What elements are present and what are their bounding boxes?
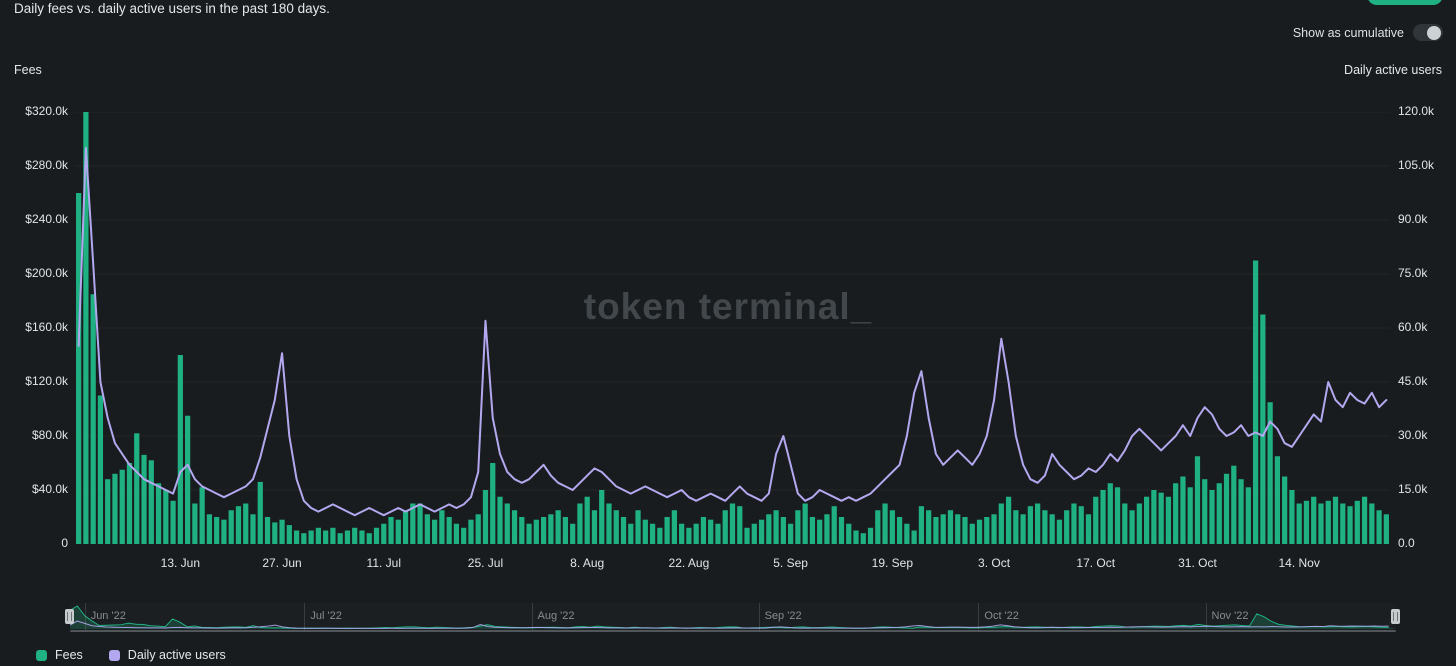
- x-axis-tick: 3. Oct: [978, 556, 1011, 570]
- x-axis-tick: 27. Jun: [262, 556, 302, 570]
- y-axis-tick: $320.0k: [25, 104, 68, 118]
- fees-swatch-icon: [36, 649, 47, 661]
- navigator-month-label: Oct '22: [984, 610, 1019, 622]
- legend: Fees Daily active users: [36, 648, 226, 662]
- y-axis-tick: 15.0k: [1398, 482, 1428, 496]
- navigator-month-separator: [84, 603, 86, 630]
- y-axis-tick: 0: [61, 536, 68, 550]
- x-axis-tick: 31. Oct: [1178, 556, 1217, 570]
- legend-item-fees[interactable]: Fees: [36, 648, 83, 662]
- y-axis-tick: $120.0k: [25, 374, 68, 388]
- top-right-button[interactable]: [1367, 0, 1443, 5]
- x-axis: 13. Jun 27. Jun 11. Jul 25. Jul 8. Aug 22. Au…: [75, 556, 1390, 572]
- x-axis-tick: 17. Oct: [1076, 556, 1116, 570]
- navigator-month-label: Jul '22: [310, 610, 342, 622]
- navigator-left-handle[interactable]: [65, 609, 74, 624]
- page-title: Daily fees vs. daily active users in the…: [14, 1, 330, 16]
- range-navigator[interactable]: Jun '22 Jul '22 Aug '22 Sep '22 Oct '22 Nov '…: [70, 603, 1396, 630]
- y-axis-tick: 120.0k: [1398, 104, 1435, 118]
- y-axis-tick: 75.0k: [1398, 266, 1428, 280]
- grip-icon: [1393, 612, 1398, 621]
- y-axis-tick: 105.0k: [1398, 158, 1435, 172]
- x-axis-tick: 8. Aug: [570, 556, 605, 570]
- y-axis-tick: $80.0k: [31, 428, 68, 442]
- navigator-month-separator: [531, 603, 533, 630]
- y-axis-tick: 90.0k: [1398, 212, 1428, 226]
- x-axis-tick: 25. Jul: [467, 556, 504, 570]
- y-axis-tick: 0.0: [1398, 536, 1415, 550]
- token-terminal-watermark: token terminal_: [583, 286, 873, 327]
- grip-icon: [67, 612, 72, 621]
- daily-active-users-swatch-icon: [108, 649, 120, 661]
- navigator-month-separator: [1205, 603, 1207, 630]
- y-axis-tick: $240.0k: [25, 212, 68, 226]
- y-axis-tick: 45.0k: [1398, 374, 1428, 388]
- navigator-month-separator: [978, 603, 980, 630]
- legend-label: Daily active users: [127, 648, 226, 662]
- y-axis-tick: $200.0k: [25, 266, 68, 280]
- x-axis-tick: 14. Nov: [1278, 556, 1320, 570]
- y-axis-tick: $40.0k: [31, 482, 68, 496]
- right-axis-title: Daily active users: [1344, 63, 1442, 77]
- y-axis-tick: 60.0k: [1398, 320, 1428, 334]
- navigator-month-separator: [304, 603, 306, 630]
- navigator-month-label: Aug '22: [537, 610, 575, 622]
- y-axis-tick: $160.0k: [25, 320, 68, 334]
- left-axis-title: Fees: [14, 63, 42, 77]
- navigator-month-separator: [758, 603, 760, 630]
- navigator-month-label: Nov '22: [1211, 610, 1249, 622]
- legend-item-daily-active-users[interactable]: Daily active users: [108, 648, 226, 662]
- navigator-mini-chart: [70, 605, 1396, 629]
- cumulative-toggle[interactable]: [1413, 24, 1443, 41]
- right-y-axis: 120.0k 105.0k 90.0k 75.0k 60.0k 45.0k 30.0k 15.…: [1398, 104, 1456, 550]
- x-axis-tick: 5. Sep: [773, 556, 808, 570]
- x-axis-tick: 11. Jul: [366, 556, 401, 570]
- left-y-axis: $320.0k $280.0k $240.0k $200.0k $160.0k $120.…: [0, 104, 68, 550]
- navigator-right-handle[interactable]: [1391, 609, 1400, 624]
- x-axis-tick: 19. Sep: [871, 556, 914, 570]
- legend-label: Fees: [55, 648, 83, 662]
- navigator-month-label: Sep '22: [764, 610, 802, 622]
- cumulative-toggle-label: Show as cumulative: [1292, 25, 1404, 40]
- y-axis-tick: 30.0k: [1398, 428, 1428, 442]
- navigator-month-label: Jun '22: [90, 610, 126, 622]
- main-chart[interactable]: [75, 112, 1390, 544]
- x-axis-tick: 13. Jun: [160, 556, 201, 570]
- toggle-knob-icon: [1427, 25, 1441, 40]
- y-axis-tick: $280.0k: [25, 158, 68, 172]
- scrollbar-track[interactable]: [70, 630, 1396, 632]
- x-axis-tick: 22. Aug: [668, 556, 710, 570]
- cumulative-toggle-row: Show as cumulative: [1293, 24, 1443, 41]
